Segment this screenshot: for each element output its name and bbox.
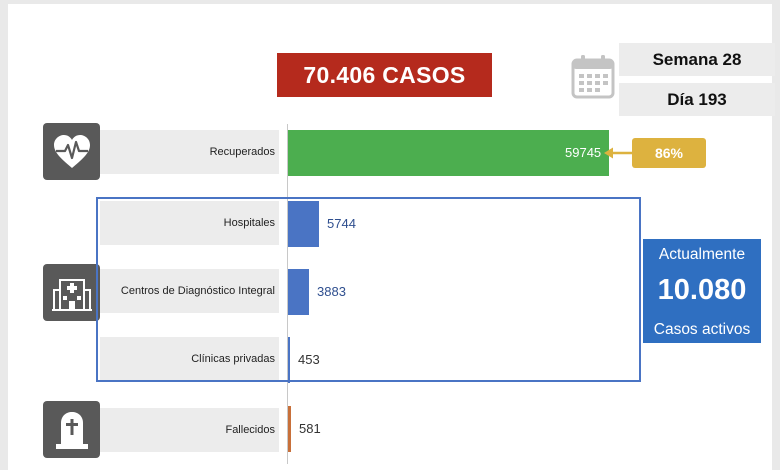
- deceased-icon-tile: [43, 401, 100, 458]
- hospitalized-icon-tile: [43, 264, 100, 321]
- value-label-private-clinics: 453: [298, 352, 320, 367]
- category-label-diagnostic-centers: Centros de Diagnóstico Integral: [100, 269, 279, 313]
- calendar-icon: [571, 55, 615, 99]
- total-cases-badge: 70.406 CASOS: [277, 53, 492, 97]
- arrow-icon: [604, 147, 634, 159]
- hospitalized-group-frame: [96, 197, 641, 382]
- value-label-recovered: 59745: [565, 145, 602, 160]
- day-label: Día 193: [619, 83, 775, 116]
- recovered-percent-badge: 86%: [632, 138, 706, 168]
- category-label-recovered: Recuperados: [100, 130, 279, 174]
- active-line1: Actualmente: [658, 246, 746, 263]
- active-line2: Casos activos: [653, 321, 751, 338]
- hospital-icon: [51, 278, 92, 311]
- bar-private-clinics: [288, 337, 290, 383]
- recovered-icon-tile: [43, 123, 100, 180]
- category-label-hospitals: Hospitales: [100, 201, 279, 245]
- bar-hospitals: [288, 201, 319, 247]
- value-label-hospitals: 5744: [327, 216, 356, 231]
- value-label-diagnostic-centers: 3883: [317, 284, 346, 299]
- value-label-deceased: 581: [299, 421, 321, 436]
- bar-diagnostic-centers: [288, 269, 309, 315]
- tombstone-icon: [55, 411, 88, 449]
- bar-recovered: [288, 130, 609, 176]
- active-count: 10.080: [657, 274, 747, 306]
- bar-deceased: [288, 406, 291, 452]
- category-label-private-clinics: Clínicas privadas: [100, 337, 279, 381]
- chart-axis-line: [287, 124, 288, 464]
- active-cases-box: Actualmente 10.080 Casos activos: [643, 239, 761, 343]
- category-label-deceased: Fallecidos: [100, 408, 279, 452]
- week-label: Semana 28: [619, 43, 775, 76]
- heart-pulse-icon: [53, 134, 90, 168]
